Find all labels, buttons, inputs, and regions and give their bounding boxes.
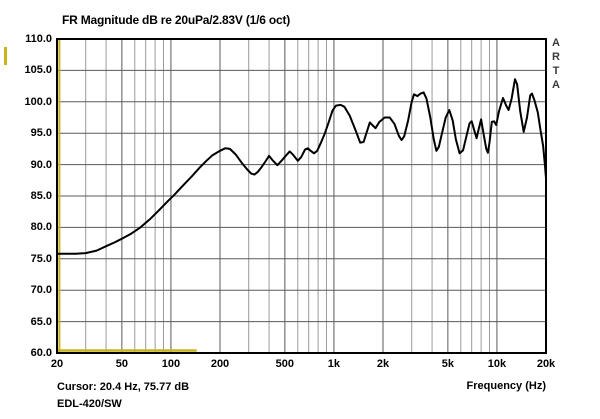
x-tick-label: 20k	[536, 358, 556, 370]
x-axis-label: Frequency (Hz)	[466, 380, 546, 392]
y-tick-label: 100.0	[24, 95, 52, 108]
watermark-letter: R	[552, 51, 560, 63]
watermark-letter: T	[552, 65, 560, 77]
x-tick-label: 100	[161, 358, 181, 370]
y-tick-label: 70.0	[30, 284, 52, 297]
y-tick-label: 85.0	[30, 190, 52, 202]
x-tick-label: 20	[50, 358, 64, 370]
cursor-readout: Cursor: 20.4 Hz, 75.77 dB	[57, 381, 190, 393]
watermark-letter: A	[552, 79, 560, 91]
device-label: EDL-420/SW	[57, 398, 122, 410]
x-tick-label: 5k	[441, 358, 454, 370]
plot-border	[56, 38, 547, 354]
y-tick-label: 90.0	[30, 158, 52, 171]
screen-edge-artifact	[4, 47, 7, 65]
y-tick-label: 80.0	[30, 221, 52, 234]
x-tick-label: 10k	[487, 358, 507, 370]
x-tick-label: 500	[275, 358, 295, 370]
y-tick-label: 65.0	[30, 315, 52, 328]
fr-curve	[56, 78, 547, 255]
chart-title: FR Magnitude dB re 20uPa/2.83V (1/6 oct)	[62, 13, 291, 27]
y-tick-label: 60.0	[30, 347, 52, 359]
x-tick-label: 200	[210, 358, 230, 370]
x-tick-label: 1k	[327, 358, 341, 370]
y-tick-label: 75.0	[30, 252, 52, 265]
y-tick-label: 95.0	[30, 127, 52, 140]
watermark-letter: A	[552, 37, 560, 49]
y-tick-label: 110.0	[25, 33, 52, 45]
x-tick-label: 2k	[376, 358, 390, 370]
x-tick-label: 50	[115, 358, 128, 370]
y-tick-label: 105.0	[24, 64, 52, 77]
